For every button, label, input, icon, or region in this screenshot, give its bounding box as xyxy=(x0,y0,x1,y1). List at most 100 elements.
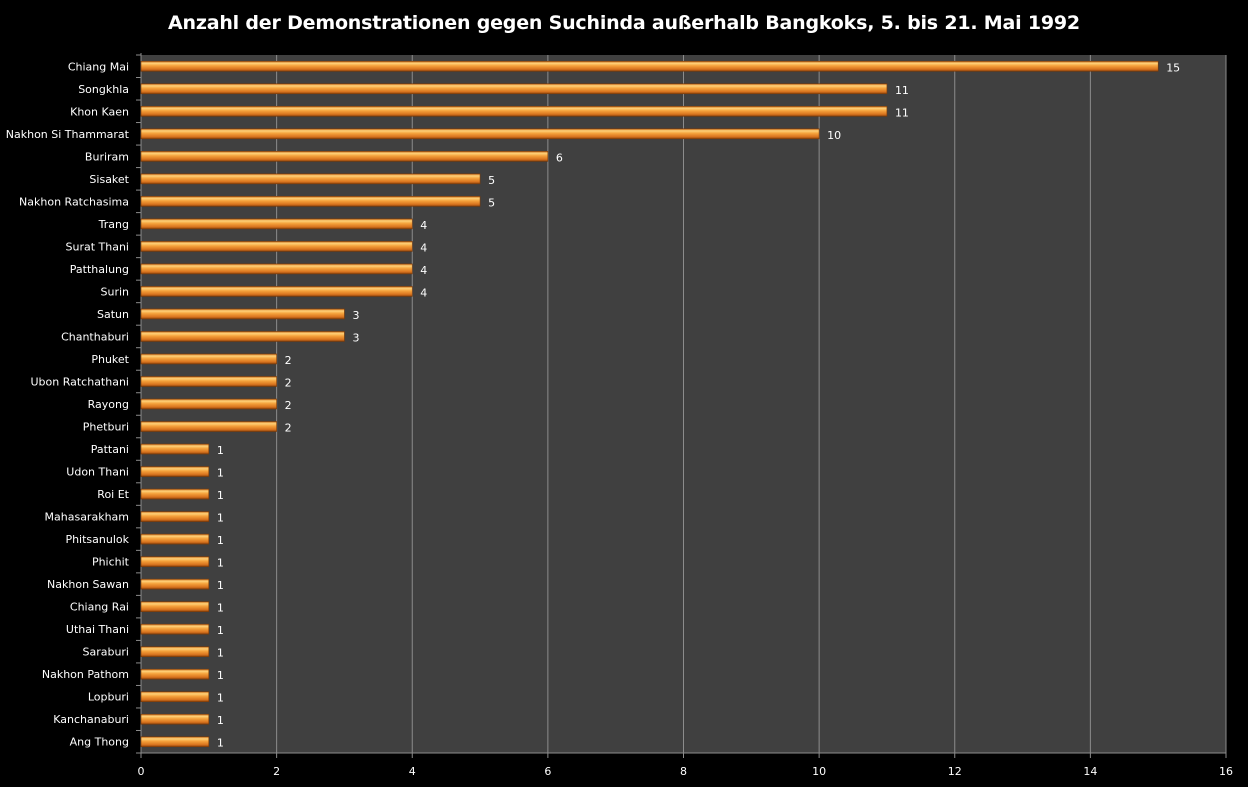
data-label: 3 xyxy=(352,331,359,344)
bar xyxy=(140,601,210,612)
y-tick-label: Pattani xyxy=(91,443,129,456)
chart-title: Anzahl der Demonstrationen gegen Suchind… xyxy=(168,12,1080,34)
y-tick-label: Trang xyxy=(98,218,129,231)
bar xyxy=(140,488,210,500)
bar xyxy=(140,83,888,95)
y-tick-label: Mahasarakham xyxy=(45,511,129,524)
data-label: 2 xyxy=(285,376,292,389)
x-tick-label: 2 xyxy=(273,765,280,778)
y-tick-label: Ubon Ratchathani xyxy=(30,375,129,388)
y-tick-label: Surat Thani xyxy=(66,240,130,253)
bar xyxy=(140,511,210,522)
x-tick-label: 12 xyxy=(948,765,962,778)
data-label: 1 xyxy=(217,692,224,705)
data-label: 1 xyxy=(217,467,224,480)
y-tick-label: Buriram xyxy=(85,150,129,163)
y-tick-label: Phitsanulok xyxy=(65,533,129,546)
bar xyxy=(140,263,413,275)
y-tick-label: Songkhla xyxy=(78,83,129,96)
bar xyxy=(140,623,210,635)
y-tick-label: Uthai Thani xyxy=(66,623,129,636)
data-label: 1 xyxy=(217,669,224,682)
bar xyxy=(140,533,210,545)
y-tick-label: Khon Kaen xyxy=(70,105,129,118)
data-label: 1 xyxy=(217,737,224,750)
data-label: 1 xyxy=(217,579,224,592)
bar xyxy=(140,218,413,230)
bar xyxy=(140,646,210,657)
y-tick-label: Lopburi xyxy=(88,691,129,704)
bar xyxy=(140,60,1159,72)
bar xyxy=(140,556,210,567)
data-label: 1 xyxy=(217,647,224,660)
data-label: 1 xyxy=(217,534,224,547)
bar xyxy=(140,308,345,320)
data-label: 3 xyxy=(352,309,359,322)
bar xyxy=(140,466,210,477)
bar xyxy=(140,376,277,387)
x-tick-label: 0 xyxy=(138,765,145,778)
y-tick-label: Nakhon Si Thammarat xyxy=(6,128,130,141)
data-label: 2 xyxy=(285,422,292,435)
data-label: 11 xyxy=(895,106,909,119)
y-tick-label: Surin xyxy=(100,285,129,298)
y-tick-label: Ang Thong xyxy=(70,736,129,749)
y-tick-label: Phichit xyxy=(92,556,130,569)
x-tick-label: 14 xyxy=(1083,765,1097,778)
bar xyxy=(140,105,888,117)
bar xyxy=(140,353,277,365)
bar xyxy=(140,196,481,207)
data-label: 1 xyxy=(217,489,224,502)
x-tick-label: 6 xyxy=(544,765,551,778)
data-label: 4 xyxy=(420,264,427,277)
x-tick-label: 4 xyxy=(409,765,416,778)
y-tick-label: Nakhon Pathom xyxy=(42,668,129,681)
data-label: 4 xyxy=(420,241,427,254)
bar xyxy=(140,691,210,703)
bar xyxy=(140,173,481,185)
data-label: 1 xyxy=(217,714,224,727)
y-tick-label: Roi Et xyxy=(97,488,129,501)
y-tick-label: Rayong xyxy=(88,398,129,411)
bar xyxy=(140,443,210,455)
bar xyxy=(140,668,210,680)
data-label: 6 xyxy=(556,151,563,164)
x-tick-label: 8 xyxy=(680,765,687,778)
bar xyxy=(140,578,210,590)
x-tick-label: 16 xyxy=(1219,765,1233,778)
bar xyxy=(140,421,277,432)
bar xyxy=(140,286,413,297)
y-tick-label: Nakhon Ratchasima xyxy=(19,195,129,208)
bar xyxy=(140,128,820,140)
data-label: 1 xyxy=(217,624,224,637)
bar xyxy=(140,713,210,725)
y-tick-label: Nakhon Sawan xyxy=(47,578,129,591)
y-tick-label: Patthalung xyxy=(70,263,129,276)
data-label: 1 xyxy=(217,444,224,457)
y-tick-label: Chiang Mai xyxy=(68,60,129,73)
data-label: 4 xyxy=(420,286,427,299)
bar xyxy=(140,331,345,342)
y-tick-label: Sisaket xyxy=(89,173,129,186)
data-label: 15 xyxy=(1166,61,1180,74)
data-label: 2 xyxy=(285,354,292,367)
data-label: 1 xyxy=(217,512,224,525)
bar xyxy=(140,151,549,162)
data-label: 1 xyxy=(217,557,224,570)
data-label: 2 xyxy=(285,399,292,412)
y-tick-label: Udon Thani xyxy=(66,466,129,479)
data-label: 11 xyxy=(895,84,909,97)
y-tick-label: Kanchanaburi xyxy=(53,713,129,726)
data-label: 1 xyxy=(217,602,224,615)
x-tick-label: 10 xyxy=(812,765,826,778)
data-label: 5 xyxy=(488,174,495,187)
bar xyxy=(140,241,413,252)
data-label: 10 xyxy=(827,129,841,142)
data-label: 4 xyxy=(420,219,427,232)
y-tick-label: Chanthaburi xyxy=(61,330,129,343)
y-tick-label: Saraburi xyxy=(82,646,129,659)
y-tick-label: Phetburi xyxy=(83,421,129,434)
y-tick-label: Satun xyxy=(97,308,129,321)
data-label: 5 xyxy=(488,196,495,209)
